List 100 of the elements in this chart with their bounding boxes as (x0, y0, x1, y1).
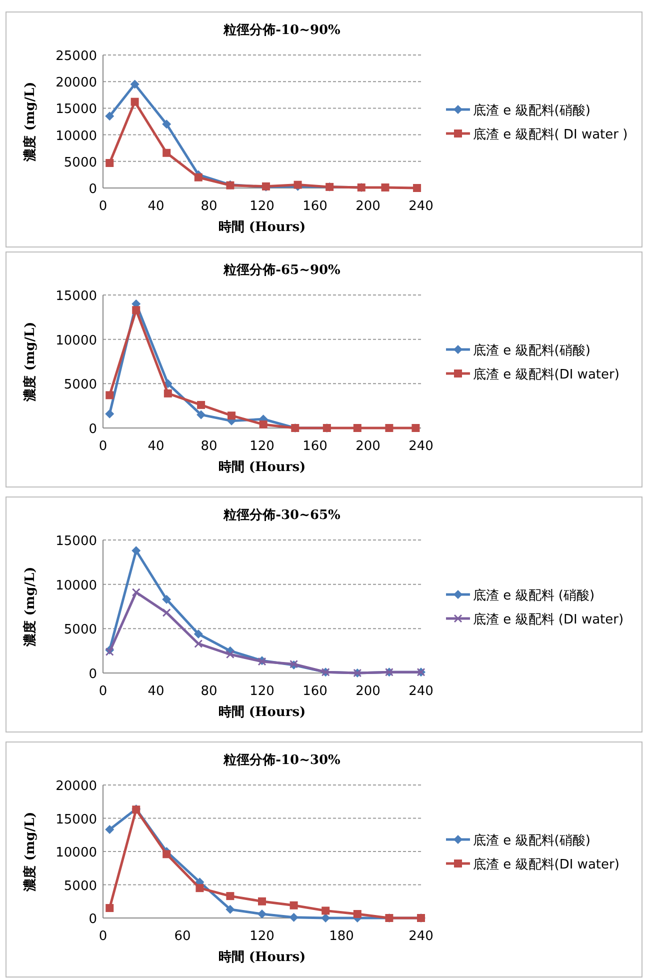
y-tick-label: 5000 (64, 878, 97, 894)
point (132, 546, 141, 556)
x-tick-label: 200 (356, 684, 380, 699)
x-tick-label: 180 (329, 929, 354, 944)
x-tick-label: 40 (148, 684, 164, 699)
y-tick-label: 10000 (56, 333, 97, 348)
point (258, 910, 266, 919)
x-tick-label: 240 (408, 439, 434, 454)
y-axis-title: 濃度 (mg/L) (22, 82, 38, 162)
point (194, 639, 203, 648)
y-tick-label: 5000 (64, 378, 97, 393)
x-tick-label: 0 (98, 929, 108, 944)
x-tick-label: 60 (174, 929, 191, 944)
y-tick-label: 0 (88, 912, 97, 927)
chart-title: 粒徑分佈-10~90% (222, 23, 342, 38)
point (226, 904, 235, 914)
y-axis-title: 濃度 (mg/L) (22, 566, 38, 648)
chart-title: 粒徑分佈-10~30% (222, 753, 342, 768)
point (162, 608, 171, 617)
point (353, 424, 362, 432)
y-tick-label: 10000 (56, 578, 97, 594)
x-tick-label: 200 (356, 199, 380, 214)
x-tick-label: 160 (302, 199, 328, 214)
point (385, 424, 394, 432)
legend-label: 底渣 e 級配料(硝酸) (473, 104, 590, 118)
x-tick-label: 40 (148, 199, 164, 214)
y-tick-label: 15000 (56, 812, 97, 828)
point (130, 98, 139, 106)
point (196, 884, 204, 892)
y-tick-label: 5000 (64, 622, 97, 638)
point (105, 409, 114, 418)
y-tick-label: 20000 (56, 779, 97, 794)
point (196, 410, 206, 420)
point (259, 420, 268, 428)
x-tick-label: 120 (250, 439, 274, 454)
chart-title: 粒徑分佈-65~90% (222, 263, 342, 278)
y-tick-label: 15000 (56, 102, 97, 118)
point (226, 892, 234, 900)
point (322, 906, 330, 915)
point (162, 850, 171, 858)
point (106, 158, 114, 167)
y-tick-label: 15000 (56, 289, 97, 304)
x-tick-label: 120 (250, 929, 274, 944)
y-tick-label: 25000 (56, 49, 97, 64)
x-tick-label: 0 (98, 439, 108, 454)
y-tick-label: 10000 (56, 128, 97, 144)
point (412, 424, 420, 432)
point (106, 391, 114, 400)
x-tick-label: 0 (98, 684, 108, 699)
x-axis-title: 時間 (Hours) (218, 705, 306, 720)
point (228, 412, 236, 420)
x-tick-label: 40 (148, 439, 164, 454)
x-tick-label: 80 (200, 199, 218, 214)
point (353, 910, 362, 918)
point (289, 912, 298, 922)
y-axis-title: 濃度 (mg/L) (22, 322, 38, 402)
legend-label: 底渣 e 級配料 (DI water) (473, 612, 624, 628)
x-tick-label: 200 (356, 439, 380, 454)
x-tick-label: 240 (408, 199, 434, 214)
y-tick-label: 0 (88, 182, 97, 197)
legend-label: 底渣 e 級配料(硝酸) (473, 344, 590, 358)
x-tick-label: 80 (200, 684, 218, 699)
x-tick-label: 240 (408, 684, 434, 699)
point (162, 120, 172, 129)
legend-label: 底渣 e 級配料(DI water) (473, 858, 620, 872)
point (130, 80, 140, 89)
y-axis-title: 濃度 (mg/L) (22, 812, 38, 892)
x-tick-label: 160 (302, 684, 328, 699)
x-axis-title: 時間 (Hours) (218, 460, 306, 475)
legend-label: 底渣 e 級配料(DI water) (473, 368, 620, 382)
point (290, 901, 298, 910)
y-tick-label: 0 (88, 667, 97, 682)
y-tick-label: 0 (88, 422, 97, 437)
legend-label: 底渣 e 級配料( DI water ) (473, 128, 628, 142)
chart-title: 粒徑分佈-30~65% (222, 508, 342, 523)
point (132, 306, 140, 314)
point (226, 650, 234, 659)
point (105, 112, 114, 121)
point (164, 389, 172, 398)
y-tick-label: 15000 (56, 534, 97, 549)
point (162, 594, 172, 604)
point (258, 897, 266, 906)
point (132, 588, 140, 597)
y-tick-label: 5000 (64, 155, 97, 170)
y-tick-label: 10000 (56, 846, 97, 860)
point (413, 184, 422, 192)
x-tick-label: 0 (98, 199, 108, 214)
x-axis-title: 時間 (Hours) (218, 950, 306, 965)
legend-label: 底渣 e 級配料 (硝酸) (473, 588, 595, 604)
x-tick-label: 80 (200, 439, 218, 454)
point (194, 173, 202, 182)
y-tick-label: 20000 (56, 76, 97, 91)
legend-label: 底渣 e 級配料(硝酸) (473, 834, 590, 848)
point (381, 183, 390, 192)
point (162, 148, 171, 157)
point (106, 904, 114, 912)
x-axis-title: 時間 (Hours) (218, 220, 306, 235)
x-tick-label: 160 (302, 439, 328, 454)
point (105, 825, 114, 834)
x-tick-label: 120 (250, 684, 274, 699)
